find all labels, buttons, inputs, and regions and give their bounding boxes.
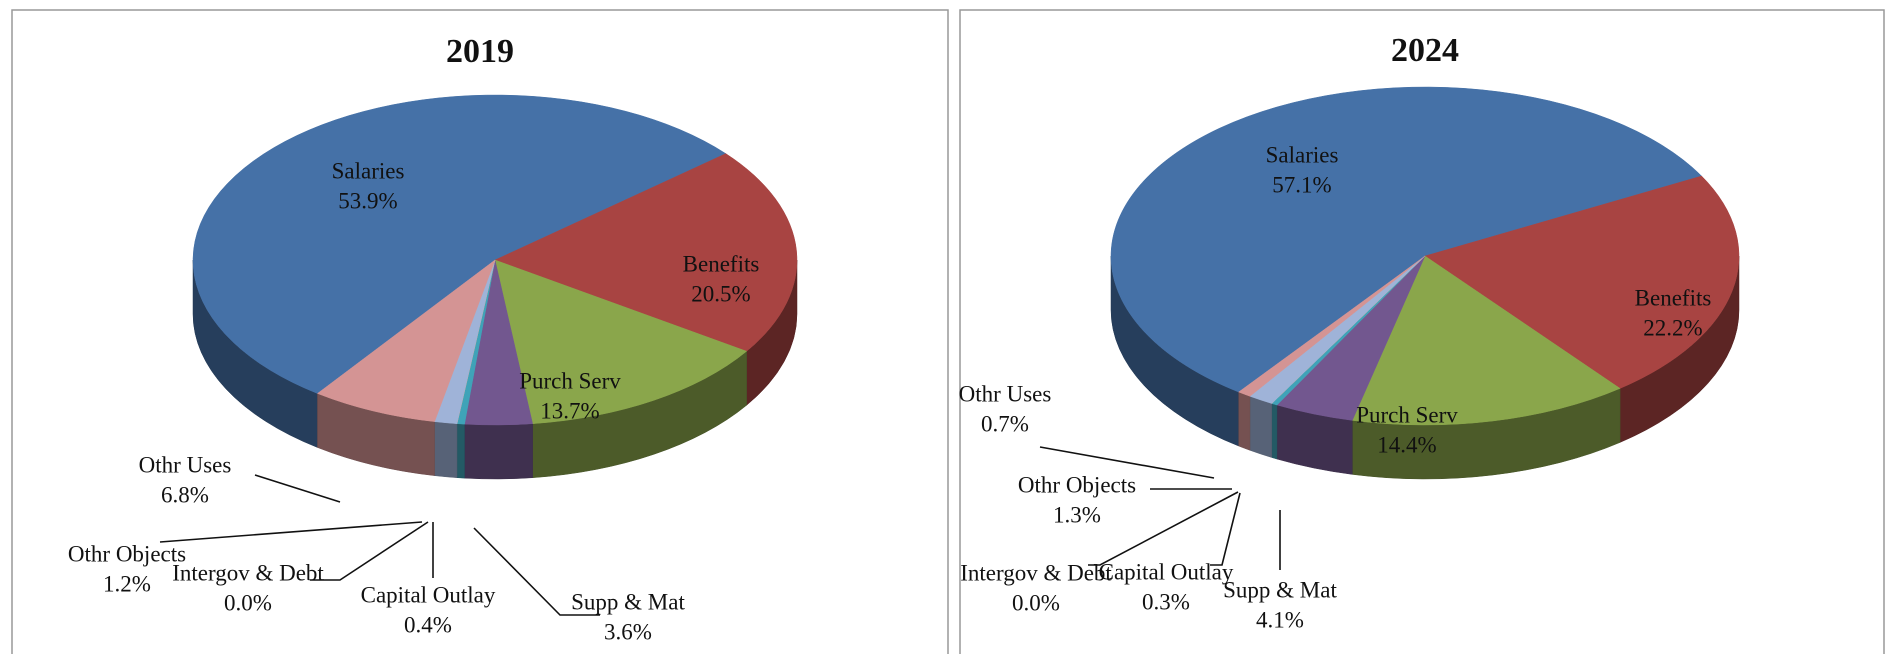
panel-frame	[959, 9, 1885, 654]
slice-side	[1271, 403, 1278, 460]
slice	[494, 259, 748, 424]
slice-value-label: 3.6%	[604, 619, 652, 644]
leader-line	[310, 521, 429, 581]
slice-label: Capital Outlay	[361, 582, 496, 607]
slice-value-label: 4.1%	[1256, 607, 1304, 632]
slice-value-label: 22.2%	[1643, 315, 1702, 340]
slice-value-label: 1.2%	[103, 571, 151, 596]
chart-title: 2024	[1391, 32, 1459, 69]
slice-value-label: 13.7%	[540, 398, 599, 423]
slice	[494, 153, 798, 352]
slice-side	[464, 423, 533, 480]
slice	[192, 94, 727, 394]
slice-label: Salaries	[332, 158, 405, 183]
slice-label: Purch Serv	[519, 368, 621, 393]
slice-value-label: 0.4%	[404, 612, 452, 637]
slice-label: Othr Objects	[68, 541, 186, 566]
slice-value-label: 6.8%	[161, 482, 209, 507]
slice-value-label: 14.4%	[1377, 432, 1436, 457]
leader-line	[1039, 446, 1215, 479]
slice-value-label: 1.3%	[1053, 502, 1101, 527]
slice-label: Purch Serv	[1356, 402, 1458, 427]
slice-value-label: 20.5%	[691, 281, 750, 306]
slice-side	[434, 421, 458, 478]
leader-line	[159, 521, 423, 543]
slice-label: Intergov & Debt	[960, 560, 1112, 585]
slice-label: Supp & Mat	[1223, 577, 1337, 602]
slice-side	[456, 423, 465, 479]
slice	[1424, 175, 1740, 389]
leader-line	[1088, 491, 1239, 566]
slice-label: Capital Outlay	[1099, 559, 1234, 584]
slice-value-label: 53.9%	[338, 188, 397, 213]
slice-label: Othr Objects	[1018, 472, 1136, 497]
leader-line	[254, 474, 341, 503]
slice-label: Salaries	[1266, 142, 1339, 167]
slice-value-label: 0.3%	[1142, 589, 1190, 614]
slice-label: Othr Uses	[959, 381, 1052, 406]
slice-value-label: 0.0%	[224, 590, 272, 615]
slice-side	[1249, 395, 1273, 458]
slice-value-label: 0.7%	[981, 411, 1029, 436]
slice-side	[1238, 391, 1251, 451]
slice	[316, 259, 496, 422]
chart-title: 2019	[446, 33, 514, 70]
slice-label: Benefits	[1635, 285, 1712, 310]
panel-frame	[11, 9, 949, 654]
slice-label: Supp & Mat	[571, 589, 685, 614]
slice	[1238, 255, 1426, 397]
slice	[1110, 86, 1703, 393]
slice-value-label: 57.1%	[1272, 172, 1331, 197]
slice-label: Benefits	[683, 251, 760, 276]
slice-label: Intergov & Debt	[172, 560, 324, 585]
leader-line	[1210, 492, 1241, 566]
slice-value-label: 0.0%	[1012, 590, 1060, 615]
slice	[1351, 255, 1621, 426]
leader-line	[473, 527, 600, 616]
slice-label: Othr Uses	[139, 452, 232, 477]
